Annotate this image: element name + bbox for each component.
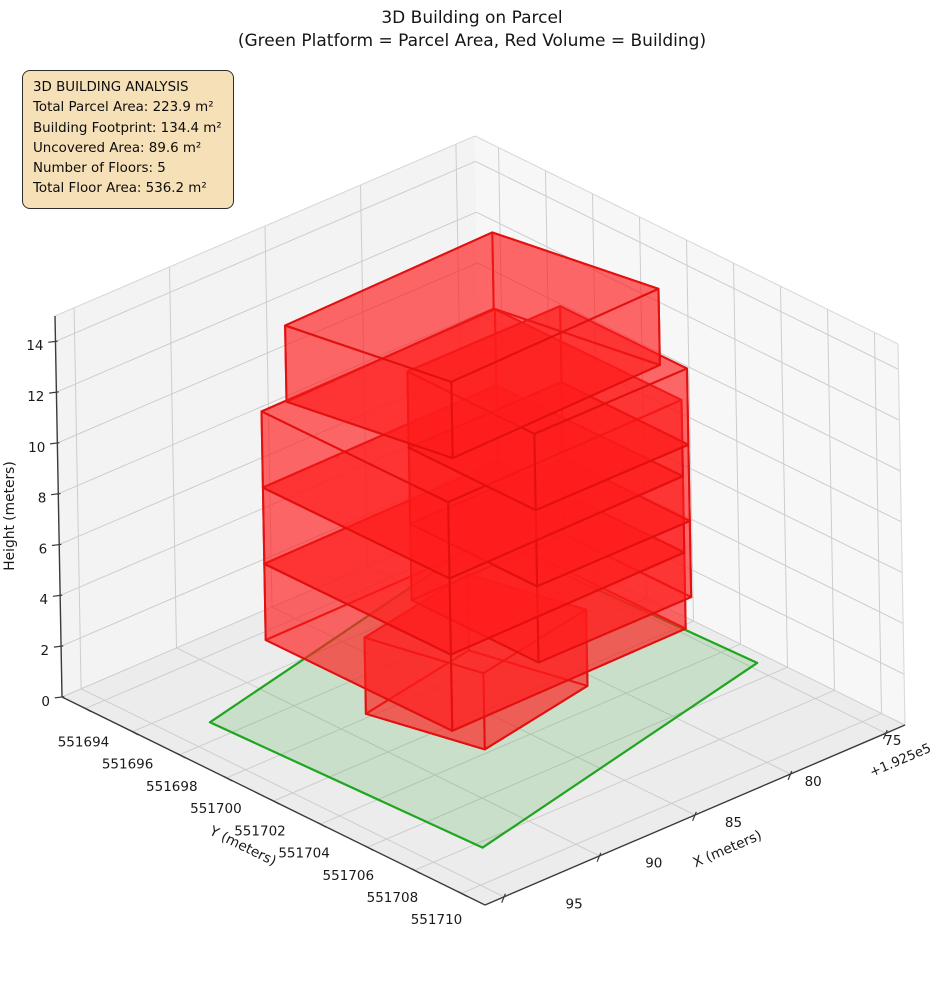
y-tick-label: 551698 xyxy=(146,779,198,795)
z-tick-label: 12 xyxy=(27,389,44,405)
z-tick-label: 0 xyxy=(41,694,50,710)
x-tick-label: 75 xyxy=(884,733,901,749)
info-line-heading: 3D BUILDING ANALYSIS xyxy=(33,80,189,95)
y-tick-label: 551694 xyxy=(58,734,110,750)
x-tick-label: 85 xyxy=(725,815,742,831)
y-tick-label: 551700 xyxy=(190,801,242,817)
z-tick-label: 8 xyxy=(38,491,47,507)
x-tick-label: 90 xyxy=(645,856,662,872)
figure-title-line1: 3D Building on Parcel xyxy=(381,8,563,28)
y-tick-label: 551710 xyxy=(411,912,463,928)
building-volume xyxy=(260,231,693,751)
y-tick-label: 551706 xyxy=(323,868,375,884)
x-tick-label: 95 xyxy=(566,897,583,913)
analysis-info-box: 3D BUILDING ANALYSIS Total Parcel Area: … xyxy=(22,70,234,209)
figure-title: 3D Building on Parcel (Green Platform = … xyxy=(0,7,944,53)
z-tick-label: 14 xyxy=(26,338,43,354)
figure-title-line2: (Green Platform = Parcel Area, Red Volum… xyxy=(237,31,707,51)
info-line-footprint: Building Footprint: 134.4 m² xyxy=(33,120,222,136)
z-tick-label: 6 xyxy=(39,541,48,557)
y-tick-label: 551696 xyxy=(102,757,154,773)
z-tick-label: 4 xyxy=(40,592,49,608)
y-tick-label: 551704 xyxy=(278,846,330,862)
building-face xyxy=(406,370,537,512)
z-tick-label: 10 xyxy=(28,440,45,456)
building-face xyxy=(260,410,451,580)
y-tick-label: 551702 xyxy=(234,823,286,839)
info-line-uncovered: Uncovered Area: 89.6 m² xyxy=(33,140,202,156)
z-axis-label: Height (meters) xyxy=(2,461,18,570)
z-tick-label: 2 xyxy=(41,643,50,659)
info-line-floors: Number of Floors: 5 xyxy=(33,161,166,177)
y-tick-label: 551708 xyxy=(367,890,419,906)
building-face xyxy=(363,636,486,751)
axes-grid xyxy=(54,135,906,898)
info-line-total-floor-area: Total Floor Area: 536.2 m² xyxy=(33,181,207,197)
x-tick-label: 80 xyxy=(805,774,822,790)
x-axis-label: X (meters) xyxy=(691,828,765,872)
axes-spines-ticks: 7580859095551694551696551698551700551702… xyxy=(26,315,906,928)
building-face xyxy=(284,324,454,460)
info-line-parcel-area: Total Parcel Area: 223.9 m² xyxy=(33,100,214,116)
